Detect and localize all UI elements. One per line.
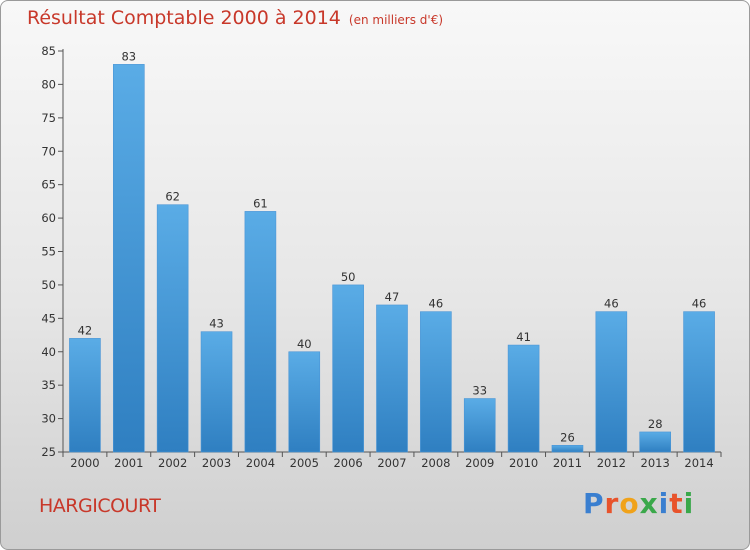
value-label-2002: 62 <box>165 190 180 204</box>
x-tick-label-2004: 2004 <box>246 456 275 470</box>
bar-2011 <box>551 445 584 453</box>
bar-2013 <box>639 431 672 453</box>
bar-2014 <box>683 311 715 453</box>
chart-title: Résultat Comptable 2000 à 2014 (en millie… <box>27 7 444 29</box>
value-label-2004: 61 <box>253 196 268 210</box>
bar-2010 <box>507 344 540 453</box>
x-tick-label-2014: 2014 <box>684 456 713 470</box>
bar-2012 <box>595 311 628 453</box>
bar-2001 <box>113 64 145 453</box>
x-tick-label-2002: 2002 <box>158 456 187 470</box>
value-label-2007: 47 <box>385 290 400 304</box>
x-tick-label-2012: 2012 <box>597 456 626 470</box>
logo-letter: i <box>658 487 670 520</box>
chart-subtitle: (en milliers d'€) <box>348 13 444 27</box>
bar-2005 <box>288 351 321 453</box>
x-tick-label-2005: 2005 <box>290 456 319 470</box>
y-tick-label: 40 <box>41 345 56 359</box>
value-label-2012: 46 <box>604 297 619 311</box>
y-tick-label: 75 <box>41 111 56 125</box>
bar-2007 <box>376 304 408 453</box>
proxiti-logo: Proxiti <box>583 487 694 520</box>
bar-2000 <box>69 338 101 453</box>
logo-letter: x <box>639 487 659 520</box>
x-tick-label-2010: 2010 <box>509 456 538 470</box>
y-tick-label: 60 <box>41 211 56 225</box>
x-tick-label-2013: 2013 <box>641 456 670 470</box>
x-tick-label-2003: 2003 <box>202 456 231 470</box>
y-tick-label: 30 <box>41 412 56 426</box>
value-label-2008: 46 <box>429 297 444 311</box>
bar-2002 <box>156 204 189 453</box>
x-tick-label-2006: 2006 <box>333 456 362 470</box>
y-tick-label: 35 <box>41 378 56 392</box>
value-label-2013: 28 <box>648 417 663 431</box>
x-tick-label-2000: 2000 <box>70 456 99 470</box>
logo-letter: t <box>669 487 684 520</box>
value-label-2010: 41 <box>516 330 531 344</box>
value-label-2000: 42 <box>78 323 93 337</box>
value-label-2011: 26 <box>560 430 575 444</box>
logo-letter: P <box>583 487 605 520</box>
bar-2006 <box>332 284 364 453</box>
y-tick-label: 70 <box>41 144 56 158</box>
x-tick-label-2007: 2007 <box>377 456 406 470</box>
x-tick-label-2009: 2009 <box>465 456 494 470</box>
logo-letter: i <box>683 487 695 520</box>
value-label-2003: 43 <box>209 317 224 331</box>
x-tick-label-2001: 2001 <box>114 456 143 470</box>
value-label-2006: 50 <box>341 270 356 284</box>
value-label-2005: 40 <box>297 337 312 351</box>
logo-letter: o <box>619 487 640 520</box>
commune-name: HARGICOURT <box>39 495 161 517</box>
bar-2003 <box>200 331 233 453</box>
y-tick-label: 85 <box>41 44 56 58</box>
y-tick-label: 45 <box>41 311 56 325</box>
bar-2008 <box>420 311 452 453</box>
bar-2004 <box>244 211 277 453</box>
value-label-2001: 83 <box>121 49 136 63</box>
bar-2009 <box>463 398 496 453</box>
x-tick-label-2011: 2011 <box>553 456 582 470</box>
logo-letter: r <box>604 487 620 520</box>
y-tick-label: 50 <box>41 278 56 292</box>
value-label-2014: 46 <box>692 297 707 311</box>
y-tick-label: 25 <box>41 445 56 459</box>
y-tick-label: 65 <box>41 178 56 192</box>
y-tick-label: 55 <box>41 245 56 259</box>
x-tick-label-2008: 2008 <box>421 456 450 470</box>
y-tick-label: 80 <box>41 77 56 91</box>
value-label-2009: 33 <box>472 384 487 398</box>
